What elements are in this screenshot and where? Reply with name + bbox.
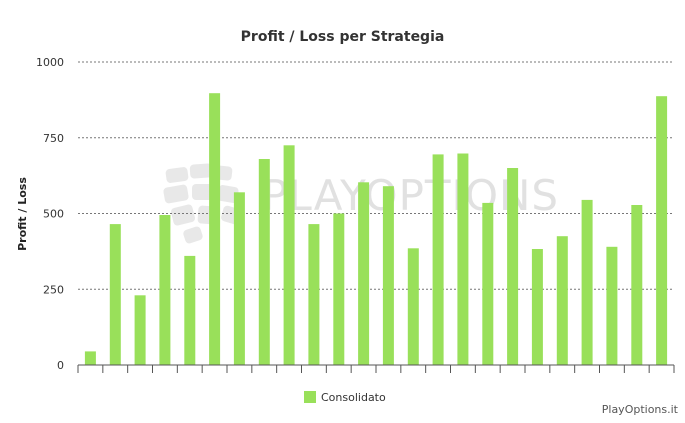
bar-11[interactable]	[333, 213, 345, 366]
bar-22[interactable]	[606, 246, 618, 365]
chart-title: Profit / Loss per Strategia	[241, 29, 445, 45]
bar-12[interactable]	[358, 182, 370, 365]
y-tick-label: 750	[43, 132, 64, 145]
y-tick-label: 0	[57, 359, 64, 372]
bar-19[interactable]	[531, 249, 543, 365]
bar-18[interactable]	[507, 168, 519, 365]
y-tick-label: 500	[43, 208, 64, 221]
y-tick-label: 1000	[36, 56, 64, 69]
bar-8[interactable]	[258, 159, 270, 365]
bar-series	[84, 93, 668, 366]
bar-21[interactable]	[581, 199, 593, 365]
y-tick-label: 250	[43, 283, 64, 296]
bar-15[interactable]	[432, 154, 444, 365]
credits-link[interactable]: PlayOptions.it	[602, 403, 679, 416]
y-axis-label: Profit / Loss	[16, 177, 29, 251]
bar-10[interactable]	[308, 224, 320, 365]
playoptions-logo-icon	[163, 163, 241, 244]
bar-14[interactable]	[407, 248, 419, 365]
bar-4[interactable]	[159, 215, 171, 365]
bar-20[interactable]	[556, 236, 568, 365]
x-axis	[77, 364, 675, 373]
grid-lines	[78, 61, 674, 290]
legend-label-consolidato[interactable]: Consolidato	[321, 391, 386, 404]
bar-7[interactable]	[233, 192, 245, 365]
legend[interactable]: Consolidato	[304, 391, 386, 404]
bar-6[interactable]	[209, 93, 221, 365]
bar-23[interactable]	[631, 205, 643, 365]
bar-16[interactable]	[457, 153, 469, 366]
bar-24[interactable]	[656, 96, 668, 365]
bar-13[interactable]	[382, 186, 394, 365]
y-axis-ticks: 0 250 500 750 1000	[36, 56, 64, 372]
legend-swatch-consolidato[interactable]	[304, 391, 316, 403]
bar-17[interactable]	[482, 202, 494, 365]
bar-2[interactable]	[109, 224, 121, 365]
bar-9[interactable]	[283, 145, 295, 365]
bar-3[interactable]	[134, 295, 146, 365]
bar-1[interactable]	[84, 351, 96, 365]
bar-5[interactable]	[184, 255, 196, 365]
